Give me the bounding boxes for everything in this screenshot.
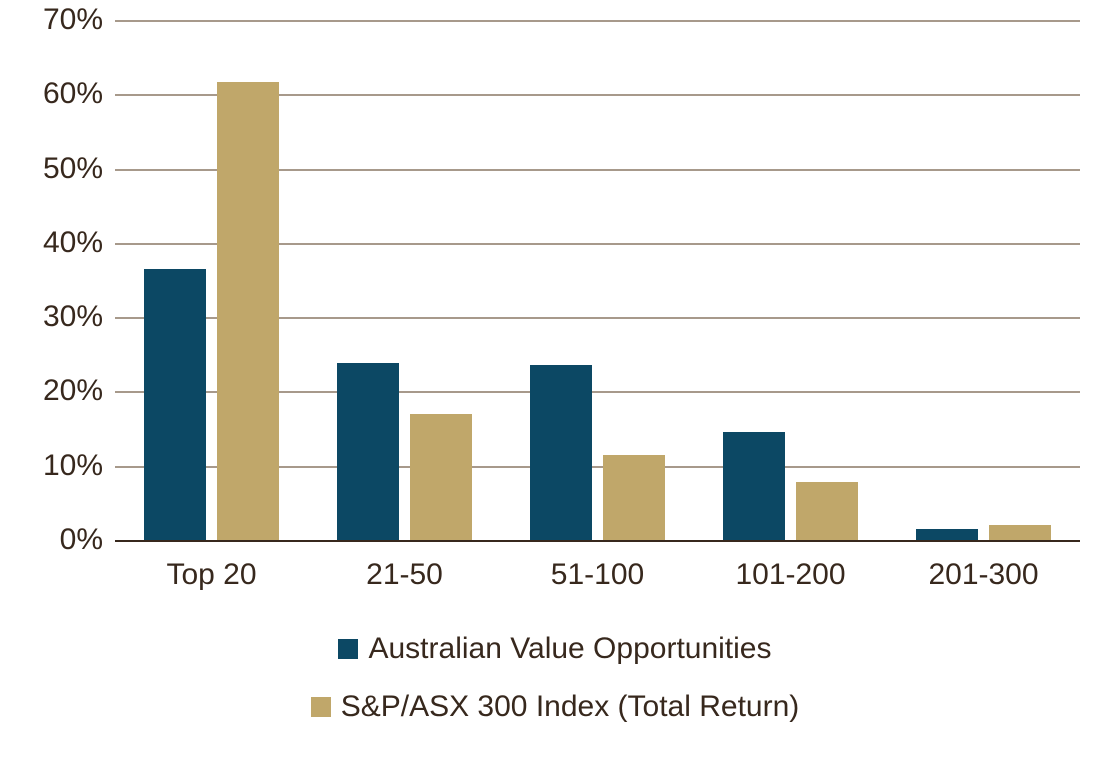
x-tick-label: Top 20 (166, 558, 256, 592)
y-tick-label: 50% (13, 152, 103, 186)
bar-series-0 (530, 365, 592, 540)
legend-item-1: S&P/ASX 300 Index (Total Return) (311, 690, 800, 724)
y-tick-label: 10% (13, 449, 103, 483)
gridline (115, 20, 1080, 22)
x-tick-label: 201-300 (928, 558, 1038, 592)
y-tick-label: 0% (13, 523, 103, 557)
legend-item-0: Australian Value Opportunities (338, 632, 771, 666)
bar-chart: Australian Value Opportunities S&P/ASX 3… (0, 0, 1110, 766)
bar-series-1 (603, 455, 665, 540)
x-tick-label: 21-50 (366, 558, 443, 592)
x-tick-label: 51-100 (551, 558, 644, 592)
y-tick-label: 70% (13, 3, 103, 37)
bar-series-0 (144, 269, 206, 540)
bar-series-1 (410, 414, 472, 540)
bar-series-1 (989, 525, 1051, 540)
bar-series-0 (916, 529, 978, 540)
legend-swatch-1 (311, 697, 331, 717)
legend: Australian Value Opportunities S&P/ASX 3… (0, 632, 1110, 724)
plot-area (115, 20, 1080, 540)
bar-series-1 (796, 482, 858, 540)
y-tick-label: 20% (13, 374, 103, 408)
y-tick-label: 60% (13, 77, 103, 111)
legend-swatch-0 (338, 639, 358, 659)
x-tick-label: 101-200 (735, 558, 845, 592)
bar-series-0 (723, 432, 785, 540)
bar-series-1 (217, 82, 279, 540)
bar-series-0 (337, 363, 399, 540)
y-tick-label: 40% (13, 226, 103, 260)
y-tick-label: 30% (13, 300, 103, 334)
legend-label-1: S&P/ASX 300 Index (Total Return) (341, 690, 800, 724)
legend-label-0: Australian Value Opportunities (368, 632, 771, 666)
x-axis-line (115, 540, 1080, 542)
